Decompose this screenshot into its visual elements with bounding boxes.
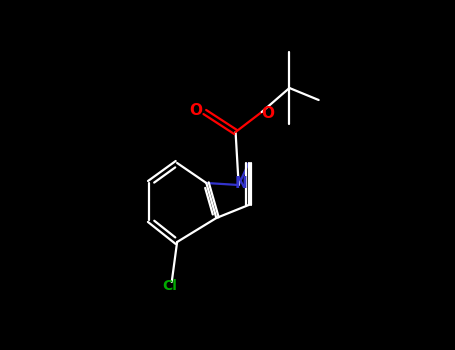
- Text: N: N: [235, 176, 248, 191]
- Text: O: O: [262, 106, 274, 121]
- Text: Cl: Cl: [162, 279, 177, 293]
- Text: O: O: [190, 103, 202, 118]
